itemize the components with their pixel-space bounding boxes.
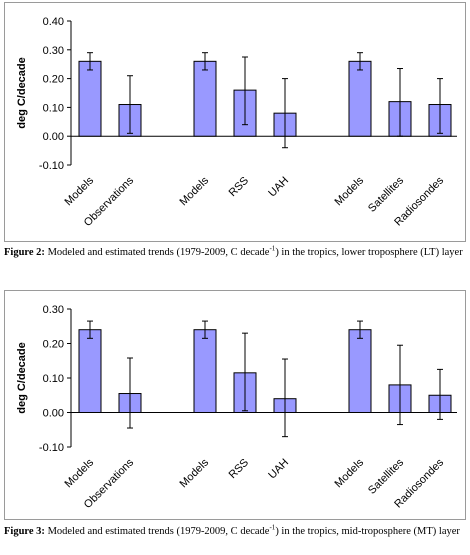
y-tick-label: 0.10 bbox=[43, 102, 64, 114]
x-category-label: Satellites bbox=[366, 456, 406, 496]
chart-panel-lt: -0.10 0.00 0.10 0.20 0.30 0.40 deg C/decade Mod… bbox=[4, 2, 466, 242]
bar bbox=[78, 329, 102, 414]
x-category-label: Satellites bbox=[366, 174, 406, 214]
x-category-label: Models bbox=[333, 456, 367, 490]
bar bbox=[193, 329, 217, 414]
x-category-label: RSS bbox=[227, 175, 251, 199]
caption-text-end: ) in the tropics, mid-troposphere (MT) l… bbox=[275, 526, 460, 537]
x-category-label: Models bbox=[333, 174, 367, 208]
caption-superscript: -1 bbox=[269, 523, 276, 532]
y-tick-label: 0.10 bbox=[43, 373, 64, 385]
chart-lt: -0.10 0.00 0.10 0.20 0.30 0.40 deg C/decade Mod… bbox=[16, 16, 457, 229]
x-category-label: Models bbox=[178, 174, 212, 208]
bar bbox=[348, 60, 372, 137]
bar bbox=[348, 329, 372, 414]
y-tick-label: 0.30 bbox=[43, 304, 64, 316]
caption-text: Modeled and estimated trends (1979-2009,… bbox=[44, 247, 270, 258]
y-tick-label: 0.00 bbox=[43, 408, 64, 420]
caption-text: Modeled and estimated trends (1979-2009,… bbox=[44, 526, 270, 537]
y-tick-label: 0.40 bbox=[43, 16, 64, 28]
x-category-label: Models bbox=[63, 456, 97, 490]
x-category-label: Models bbox=[63, 174, 97, 208]
y-tick-label: 0.20 bbox=[43, 339, 64, 351]
x-category-label: UAH bbox=[266, 457, 291, 482]
figure-3-caption: Figure 3: Modeled and estimated trends (… bbox=[4, 523, 466, 538]
caption-label: Figure 3: bbox=[4, 526, 45, 537]
y-tick-label: -0.10 bbox=[39, 160, 64, 172]
bar bbox=[78, 60, 102, 137]
caption-label: Figure 2: bbox=[4, 247, 45, 258]
x-category-label: Models bbox=[178, 456, 212, 490]
bar bbox=[193, 60, 217, 137]
y-tick-label: 0.20 bbox=[43, 74, 64, 86]
y-tick-label: -0.10 bbox=[39, 442, 64, 454]
chart-panel-mt: -0.10 0.00 0.10 0.20 0.30 deg C/decade Models O… bbox=[4, 290, 466, 520]
y-axis-title: deg C/decade bbox=[16, 57, 28, 129]
figure-2-caption: Figure 2: Modeled and estimated trends (… bbox=[4, 244, 466, 259]
caption-superscript: -1 bbox=[269, 244, 276, 253]
x-category-label: UAH bbox=[266, 175, 291, 200]
y-tick-label: 0.00 bbox=[43, 131, 64, 143]
y-axis-title: deg C/decade bbox=[16, 342, 28, 414]
caption-text-end: ) in the tropics, lower troposphere (LT)… bbox=[275, 247, 463, 258]
y-tick-label: 0.30 bbox=[43, 45, 64, 57]
x-category-label: RSS bbox=[227, 457, 251, 481]
